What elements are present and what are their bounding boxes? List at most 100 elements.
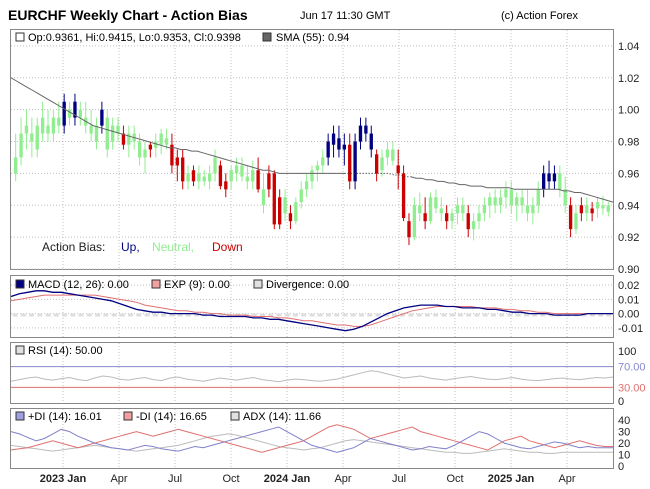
price-bar [385, 149, 390, 158]
price-y-tick: 1.04 [618, 41, 639, 53]
price-bar [143, 149, 147, 158]
divergence-bar [359, 313, 364, 317]
price-bar [245, 176, 250, 182]
price-bar [207, 173, 212, 182]
price-bar [46, 125, 50, 134]
price-bar [321, 157, 325, 166]
price-bar [89, 125, 93, 134]
sma-legend-swatch [262, 32, 272, 42]
divergence-bar [119, 313, 125, 317]
divergence-bar [507, 313, 513, 317]
price-bar [159, 133, 163, 145]
divergence-bar [268, 313, 274, 317]
divergence-bar [499, 313, 505, 317]
price-bar [197, 173, 201, 182]
divergence-bar [78, 313, 84, 317]
price-bar [116, 125, 120, 134]
minus-di-legend: -DI (14): 16.65 [136, 411, 207, 423]
price-bar [364, 125, 368, 134]
divergence-bar [144, 313, 150, 317]
price-bar [175, 157, 179, 166]
divergence-bar [342, 313, 348, 317]
price-y-tick: 0.92 [618, 232, 639, 244]
divergence-bar [326, 313, 331, 317]
macd-legend-swatch [15, 279, 25, 289]
divergence-bar [383, 313, 389, 317]
x-axis-label: Apr [558, 473, 575, 485]
divergence-bar [515, 313, 521, 317]
price-y-tick: 1.02 [618, 73, 639, 85]
price-bar [278, 197, 282, 225]
price-bar [498, 197, 503, 206]
divergence-bar [301, 313, 307, 317]
price-bar [606, 205, 610, 212]
price-bar [272, 173, 276, 225]
price-bar [315, 165, 320, 171]
price-bar [541, 173, 546, 190]
divergence-bar [12, 313, 18, 317]
price-bar [439, 208, 443, 214]
price-bar [558, 173, 562, 190]
rsi-line [10, 370, 614, 383]
divergence-bar [598, 313, 604, 317]
price-bar [509, 189, 514, 206]
price-bar [358, 125, 363, 142]
price-bar [213, 157, 217, 174]
price-bar [369, 133, 373, 150]
divergence-bar [169, 313, 175, 317]
price-bar [218, 165, 223, 187]
price-bar [240, 165, 244, 177]
divergence-bar [334, 313, 340, 317]
price-bar [568, 205, 573, 230]
x-axis-label: Oct [222, 473, 239, 485]
price-bar [407, 221, 411, 238]
x-axis-label: Jul [392, 473, 406, 485]
grid-layer [11, 30, 613, 468]
macd-y-tick: 0.01 [618, 294, 639, 306]
divergence-bar [260, 313, 265, 317]
price-bar [294, 202, 298, 222]
divergence-legend-swatch [253, 279, 263, 289]
price-bar [525, 205, 530, 214]
price-bar [40, 117, 45, 134]
price-bar [299, 189, 303, 203]
price-bar [110, 125, 115, 142]
price-bar [337, 138, 341, 150]
divergence-bar [29, 313, 35, 317]
plus-di-line [10, 426, 613, 453]
chart-credit: (c) Action Forex [501, 10, 579, 22]
price-bar [30, 133, 34, 142]
ohlc-legend: Op:0.9361, Hi:0.9415, Lo:0.9353, Cl:0.93… [28, 32, 241, 44]
x-axis-label: 2023 Jan [40, 473, 87, 485]
price-bar [186, 173, 190, 182]
price-bar [595, 202, 600, 209]
bias-legend-up: Up, [121, 240, 140, 254]
price-bar [202, 176, 206, 182]
ohlc-legend-swatch [15, 32, 25, 42]
plus-di-legend: +DI (14): 16.01 [28, 411, 102, 423]
price-panel [10, 29, 614, 270]
price-bar [51, 117, 56, 134]
divergence-bar [62, 313, 68, 317]
divergence-bar [136, 313, 142, 317]
divergence-bar [317, 313, 323, 317]
price-bar [24, 125, 29, 134]
x-axis-label: Apr [334, 473, 351, 485]
divergence-bar [218, 313, 224, 317]
chart-datetime: Jun 17 11:30 GMT [300, 10, 391, 22]
price-bar [601, 205, 605, 209]
dmi-y-tick: 10 [618, 450, 630, 462]
dmi-y-tick: 0 [618, 461, 624, 473]
price-bar [466, 213, 470, 230]
divergence-legend: Divergence: 0.00 [266, 279, 349, 291]
bias-legend-down: Down [212, 240, 243, 254]
divergence-bar [532, 313, 538, 317]
price-bar [428, 197, 433, 222]
price-bar [450, 213, 454, 222]
macd-line [10, 290, 613, 332]
price-bar [520, 197, 524, 206]
price-bar [121, 133, 126, 145]
price-bar [283, 197, 287, 214]
price-bar [148, 144, 153, 150]
dmi-y-tick: 30 [618, 427, 630, 439]
